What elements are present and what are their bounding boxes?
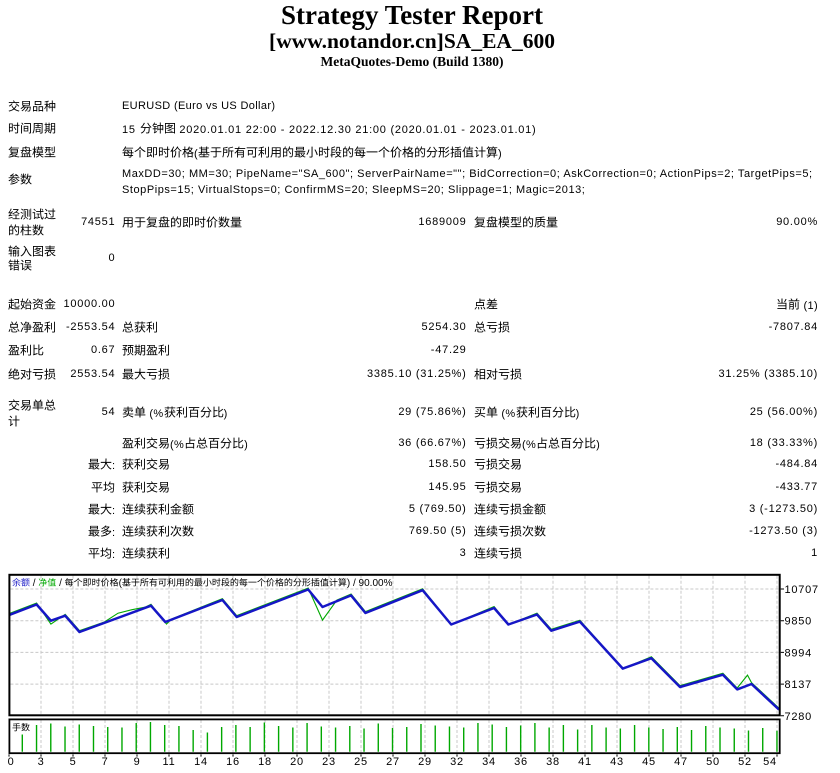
svg-text:18: 18 [258,756,272,768]
svg-text:27: 27 [386,756,400,768]
svg-text:41: 41 [578,756,592,768]
svg-text:23: 23 [322,756,336,768]
svg-text:9: 9 [134,756,141,768]
svg-text:7: 7 [102,756,109,768]
svg-text:14: 14 [194,756,208,768]
svg-text:7280: 7280 [785,711,812,723]
svg-text:43: 43 [610,756,624,768]
svg-text:47: 47 [674,756,688,768]
svg-text:8137: 8137 [785,679,812,691]
svg-text:54: 54 [763,756,777,768]
svg-text:10707: 10707 [785,584,819,596]
svg-text:0: 0 [8,756,15,768]
svg-text:38: 38 [546,756,560,768]
svg-text:16: 16 [226,756,240,768]
svg-text:36: 36 [514,756,528,768]
svg-text:9850: 9850 [785,616,812,628]
svg-text:/: / [59,578,62,589]
svg-text:20: 20 [290,756,304,768]
svg-text:52: 52 [738,756,752,768]
svg-text:25: 25 [354,756,368,768]
svg-text:8994: 8994 [785,647,812,659]
svg-text:5: 5 [70,756,77,768]
svg-text:3: 3 [38,756,45,768]
svg-text:50: 50 [706,756,720,768]
svg-text:11: 11 [163,756,176,768]
svg-text:29: 29 [418,756,432,768]
svg-text:) / 90.00%: ) / 90.00% [347,578,393,589]
svg-text:/: / [33,578,36,589]
svg-text:34: 34 [482,756,496,768]
svg-text:32: 32 [450,756,464,768]
svg-text:45: 45 [642,756,656,768]
svg-text:(: ( [119,578,123,589]
